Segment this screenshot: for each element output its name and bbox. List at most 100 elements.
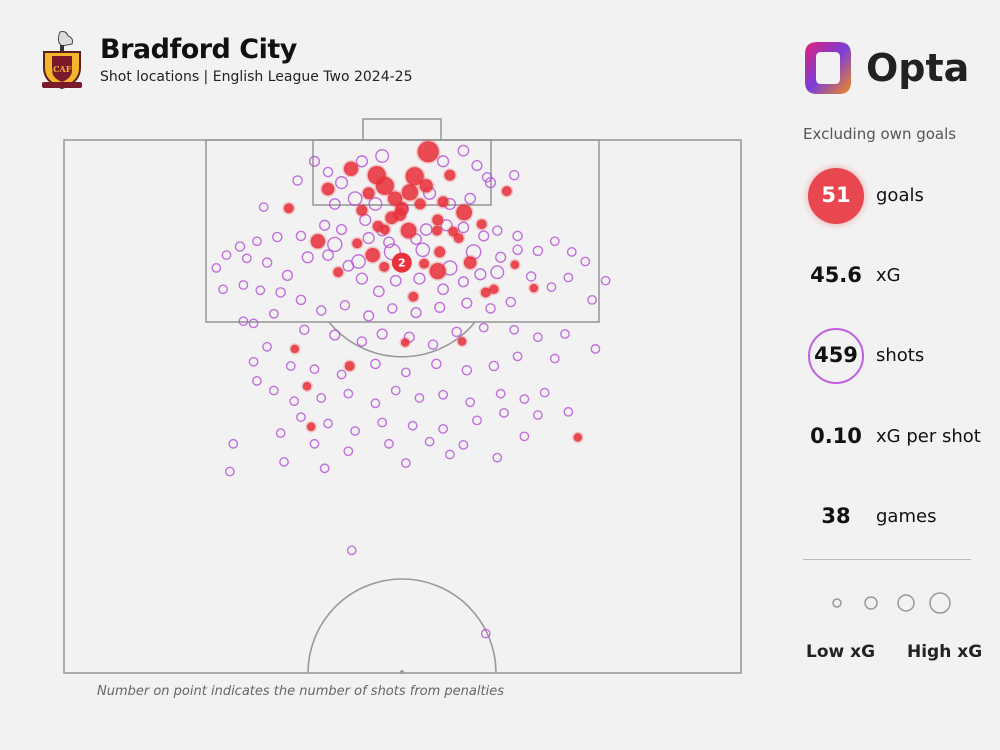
goal-point [343,359,357,373]
shot-point [424,436,435,447]
shot-point [519,431,530,442]
shot-point [419,223,433,236]
shot-point [383,236,395,249]
penalty-goal-point [391,252,412,273]
shot-point [292,175,303,186]
shot-point [512,351,523,362]
shot-point [457,221,470,234]
shot-point [590,344,601,354]
shot-point [309,438,320,449]
shot-point [478,230,490,242]
goal-point [378,223,392,236]
shot-point [492,225,503,236]
shot-point [488,360,500,372]
shot-point [563,272,574,283]
shot-point [440,219,453,232]
shot-point [400,458,411,468]
shot-point [533,410,543,420]
goal-point [354,203,369,218]
shot-point [414,393,425,403]
shot-point [519,394,530,404]
shot-point [525,271,537,282]
legend-size-circle [864,596,878,610]
shot-point [224,466,235,477]
goals-value: 51 [821,183,851,207]
shot-point [495,251,507,263]
shot-point [546,282,557,293]
shots-circle [808,328,864,384]
shot-point [431,358,442,370]
xg-per-shot-label: xG per shot [876,426,981,447]
shot-point [248,318,259,329]
goal-point [289,343,301,355]
shot-point [328,198,341,210]
shot-point [261,257,273,268]
shot-point [532,245,544,257]
shot-point [355,155,369,168]
shot-point [410,307,422,319]
shot-point [301,251,314,264]
shot-point [255,285,266,296]
shot-point [356,336,368,347]
shot-point [539,387,550,398]
shot-point [234,241,246,252]
shot-point [375,148,390,163]
shot-point [434,301,446,313]
shot-point [323,418,333,429]
goal-point [406,290,420,304]
goal-point [361,185,377,201]
shot-point [329,329,341,341]
goal-point [428,261,448,281]
shots-value: 459 [814,343,858,367]
shot-point [478,322,489,333]
shot-point [400,367,411,378]
shot-point [221,250,232,261]
shot-point [377,417,388,428]
goal-point [436,194,451,209]
shot-point [560,329,570,339]
shot-point [563,406,574,417]
shot-point [427,339,439,350]
goal-point [430,224,444,238]
shot-point [600,275,611,286]
center-circle [307,578,497,674]
shot-point [457,144,470,157]
shot-point [465,397,476,408]
goal-point [446,225,460,239]
shot-point [316,393,327,403]
shot-point [299,324,310,336]
shot-point [346,545,357,556]
goal-point [377,260,391,274]
goal-point [572,431,584,444]
shot-point [295,230,307,242]
goal-point [364,246,382,264]
shot-point [363,310,375,322]
goals-label: goals [876,185,924,206]
shot-point [485,303,496,314]
shot-point [389,274,402,287]
shot-point [268,308,279,319]
shot-point [387,303,398,314]
goal-point [413,197,428,211]
xg-value: 45.6 [810,263,862,287]
shot-point [451,326,462,338]
goal-point [301,380,313,392]
shot-point [472,415,482,426]
games-value: 38 [821,504,851,528]
goal-point [528,282,540,294]
legend-high-label: High xG [907,642,983,662]
shot-point [339,299,351,311]
legend-size-circle [832,598,842,608]
xg-per-shot-value: 0.10 [810,424,862,448]
legend-low-label: Low xG [806,642,876,662]
shot-point [309,364,320,375]
penalty-arc [328,321,476,358]
goals-circle [808,168,864,224]
opta-logo-icon [805,42,851,94]
shot-point [279,457,289,467]
shot-point [315,305,327,316]
shot-point [474,268,487,281]
goal-point [416,139,441,164]
shot-point [336,369,347,380]
